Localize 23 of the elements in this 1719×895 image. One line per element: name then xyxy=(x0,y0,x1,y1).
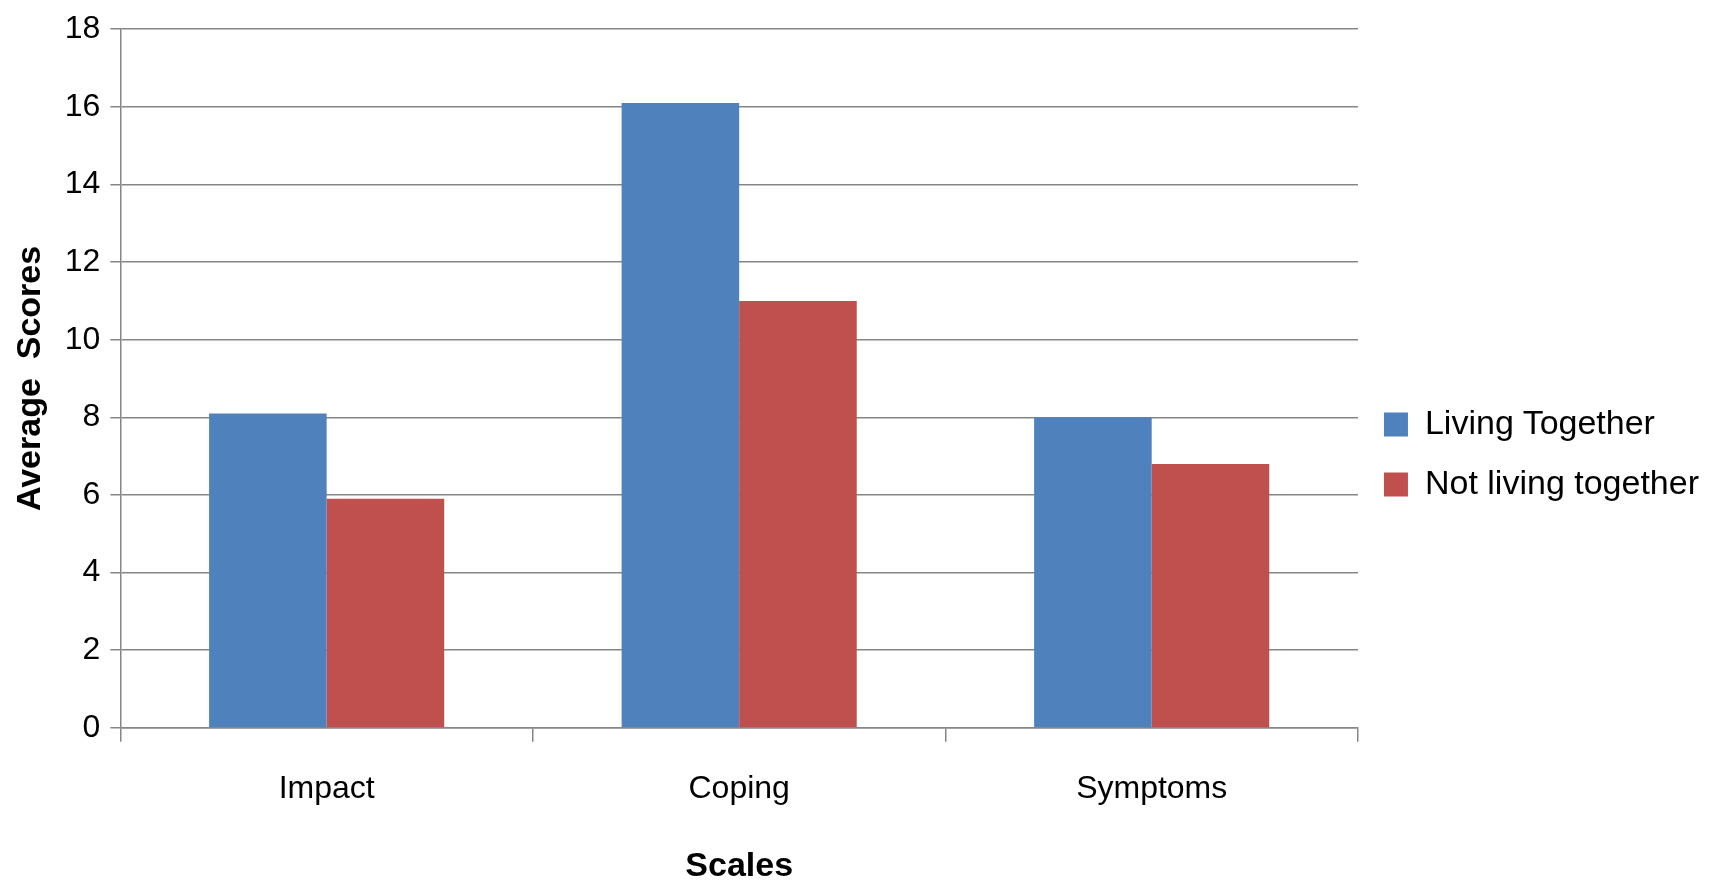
y-tick-label: 18 xyxy=(64,9,101,46)
x-axis-title: Scales xyxy=(685,844,794,883)
x-tick-label: Coping xyxy=(688,768,790,805)
bar xyxy=(326,498,445,728)
bar xyxy=(621,102,740,728)
y-tick-label: 6 xyxy=(82,474,101,511)
bar xyxy=(739,300,857,728)
x-tick-label: Symptoms xyxy=(1076,768,1228,805)
y-tick-label: 10 xyxy=(64,319,101,356)
y-tick-label: 8 xyxy=(82,397,101,434)
legend-label: Living Together xyxy=(1424,402,1655,441)
y-axis-title: Average Scores xyxy=(8,245,47,512)
y-tick-label: 14 xyxy=(64,164,101,201)
bar xyxy=(1151,463,1270,728)
y-tick-label: 0 xyxy=(82,707,101,744)
legend-label: Not living together xyxy=(1424,462,1699,501)
y-tick-label: 2 xyxy=(82,630,101,667)
bar xyxy=(1034,417,1152,728)
x-tick-label: Impact xyxy=(278,768,375,805)
y-tick-label: 16 xyxy=(64,86,101,123)
bar xyxy=(209,413,327,728)
y-tick-label: 12 xyxy=(64,241,101,278)
y-tick-label: 4 xyxy=(82,552,101,589)
